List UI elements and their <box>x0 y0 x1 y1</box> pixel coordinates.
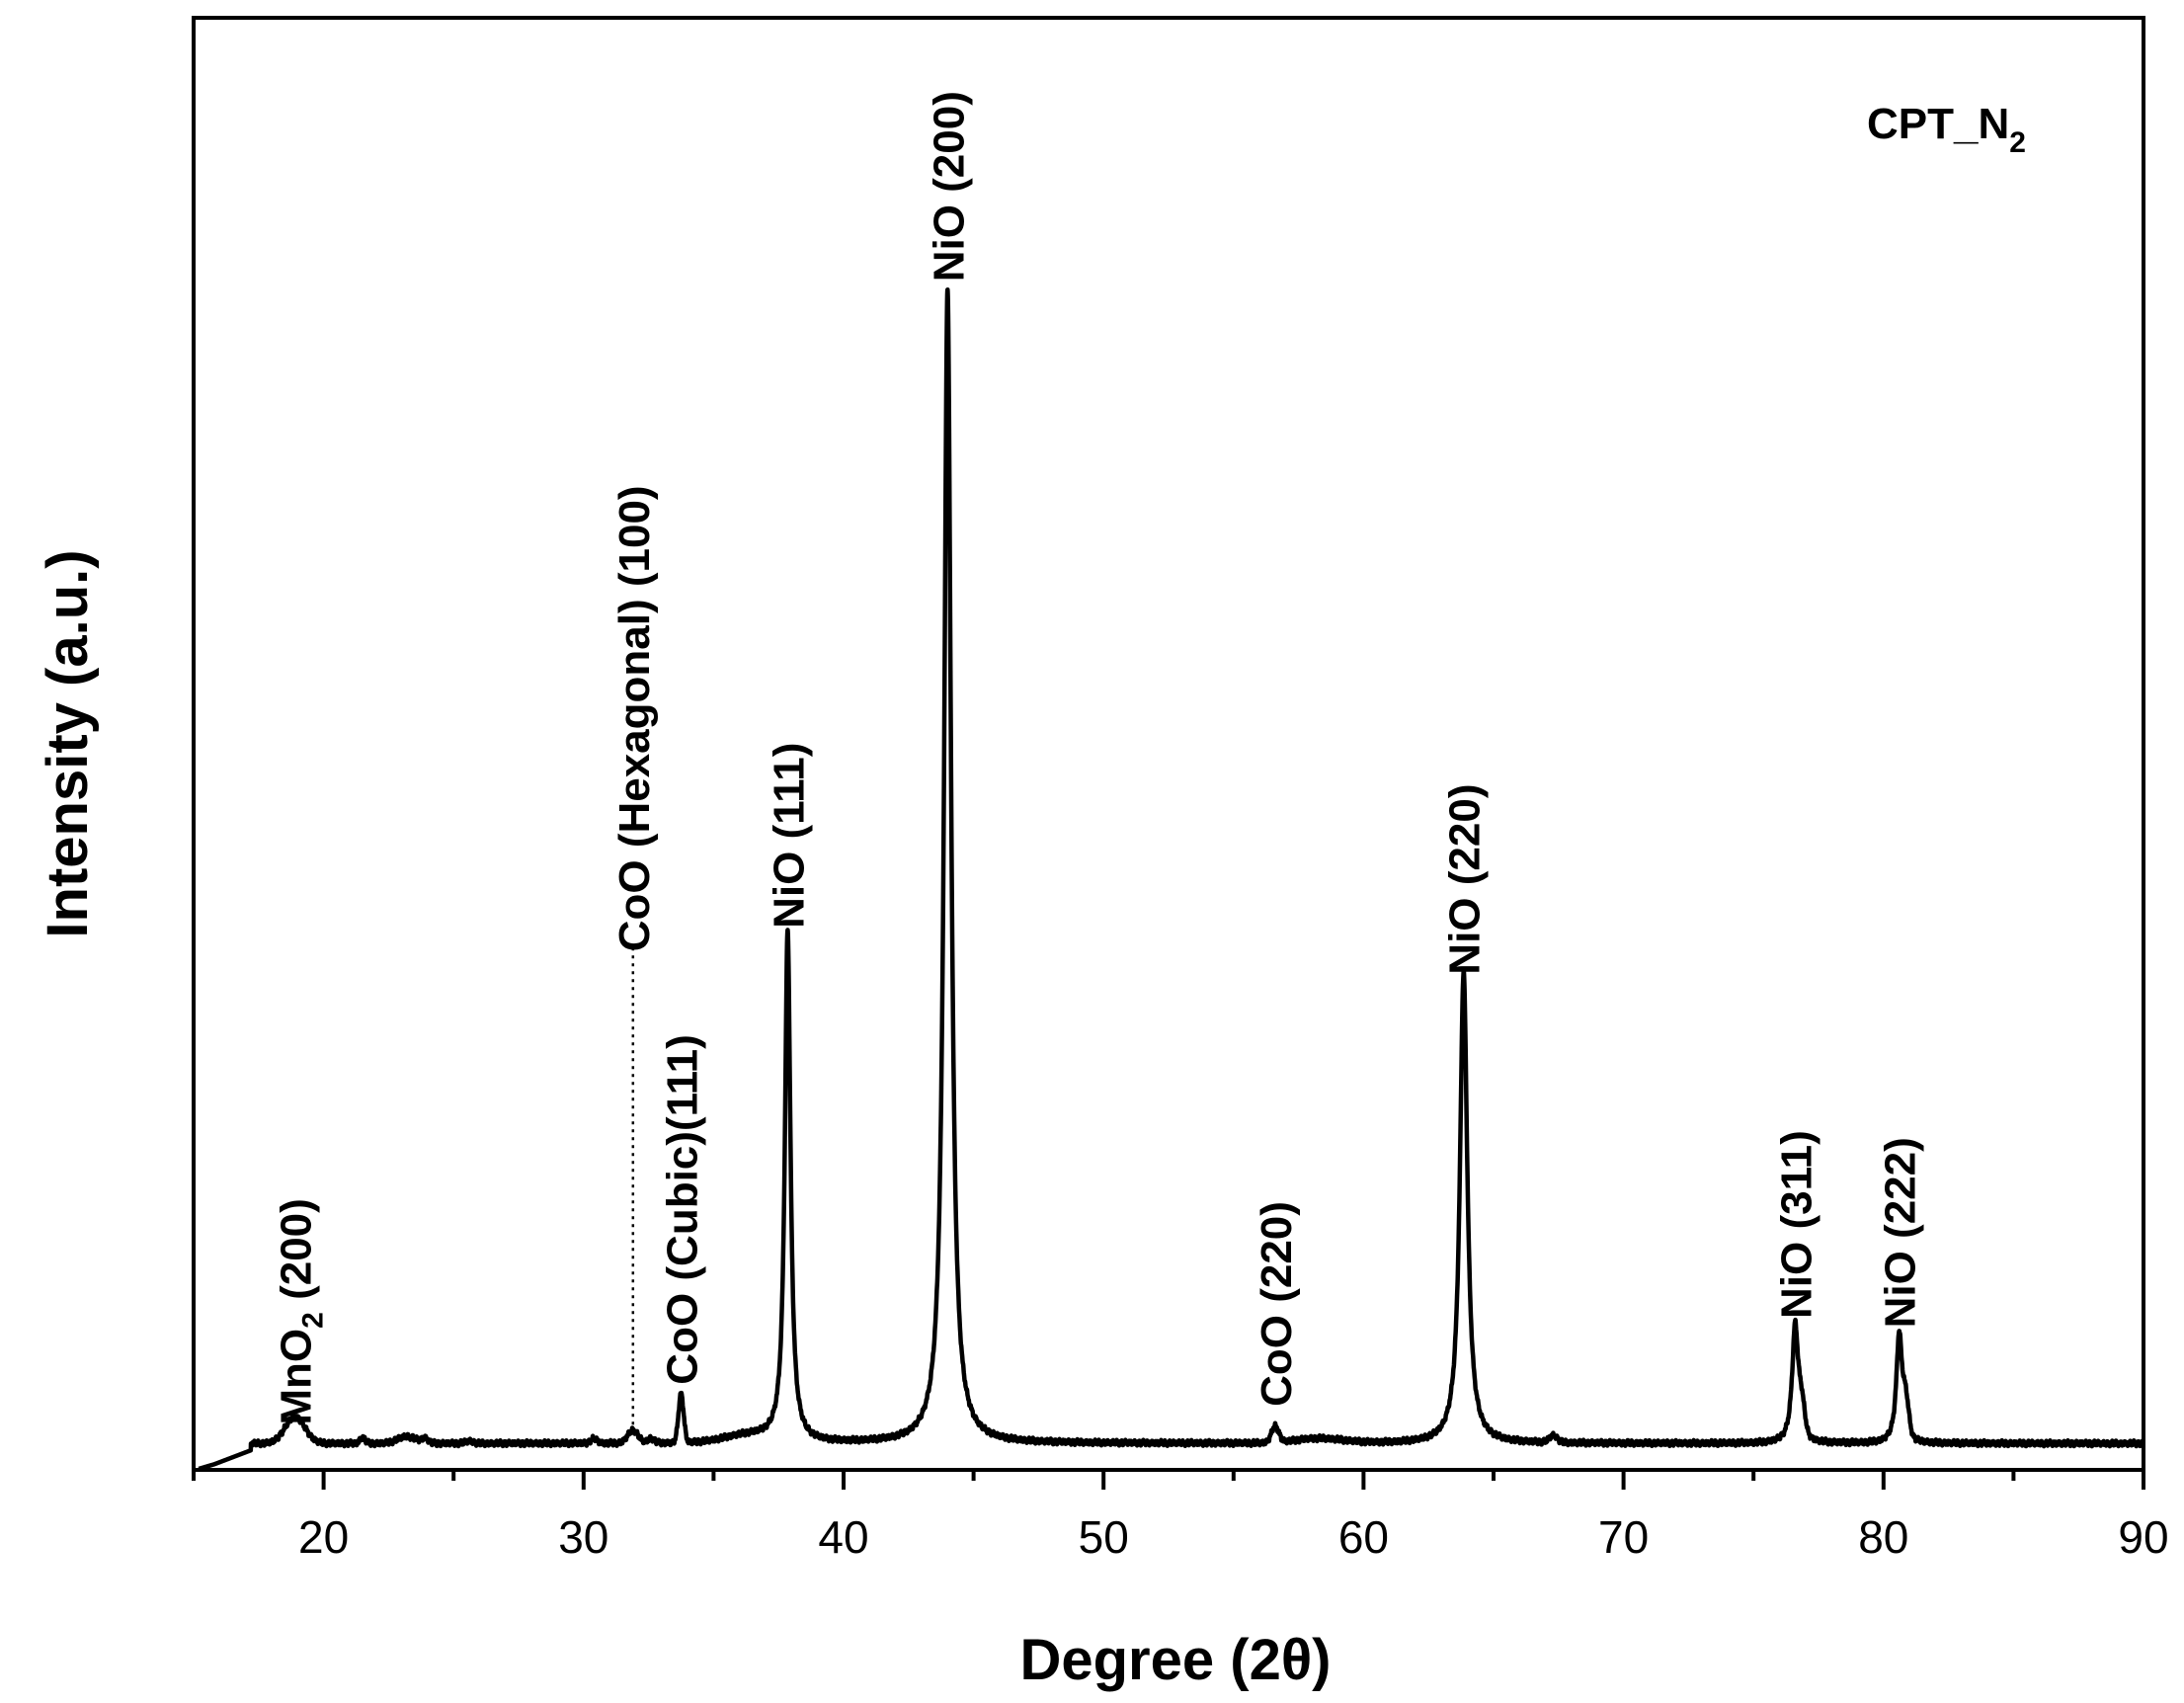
peak-annotations: MnO2 (200) CoO (Hexagonal) (100) CoO (Cubi… <box>273 91 1925 1434</box>
x-tick-label: 30 <box>558 1511 608 1563</box>
peak-label-text: NiO (111) <box>765 743 813 929</box>
sample-label-main: CPT_N <box>1867 100 2009 148</box>
peak-label-text: NiO (311) <box>1772 1130 1820 1319</box>
x-tick-label: 90 <box>2118 1511 2168 1563</box>
x-tick-label: 40 <box>818 1511 868 1563</box>
peak-label-subscript: 2 <box>297 1312 330 1329</box>
plot-frame <box>192 16 2145 1472</box>
x-tick-label: 20 <box>298 1511 349 1563</box>
peak-label: CoO (220) <box>1253 1201 1301 1407</box>
sample-label-subscript: 2 <box>2009 126 2026 159</box>
peak-label-text: (200) <box>273 1198 321 1312</box>
x-axis-title: Degree (2θ) <box>1019 1628 1331 1692</box>
y-axis-title: Intensity (a.u.) <box>36 549 100 937</box>
peak-label: MnO2 (200) <box>273 1198 330 1424</box>
peak-label: NiO (311) <box>1772 1130 1820 1319</box>
peak-label: CoO (Cubic)(111) <box>659 1034 707 1385</box>
peak-label-text: CoO (220) <box>1253 1201 1301 1407</box>
x-axis-tick-labels: 20 30 40 50 60 70 80 90 <box>298 1511 2169 1563</box>
peak-label-text: CoO (Cubic)(111) <box>659 1034 707 1385</box>
peak-label-text: MnO <box>273 1329 321 1425</box>
peak-label: CoO (Hexagonal) (100) <box>610 485 659 951</box>
peak-label: NiO (222) <box>1877 1137 1925 1328</box>
sample-label: CPT_N2 <box>1867 100 2026 159</box>
x-tick-label: 50 <box>1079 1511 1129 1563</box>
x-tick-label: 60 <box>1338 1511 1389 1563</box>
peak-label: NiO (220) <box>1441 784 1490 975</box>
peak-label-text: CoO (Hexagonal) (100) <box>610 485 659 951</box>
x-axis-ticks <box>192 1470 2145 1490</box>
peak-label: NiO (200) <box>925 91 973 282</box>
peak-label-text: NiO (222) <box>1877 1137 1925 1328</box>
xrd-pattern-line <box>197 286 2146 1472</box>
peak-label-text: NiO (220) <box>1441 784 1490 975</box>
peak-label-text: NiO (200) <box>925 91 973 282</box>
x-tick-label: 70 <box>1598 1511 1649 1563</box>
x-tick-label: 80 <box>1858 1511 1908 1563</box>
peak-label: NiO (111) <box>765 743 813 929</box>
